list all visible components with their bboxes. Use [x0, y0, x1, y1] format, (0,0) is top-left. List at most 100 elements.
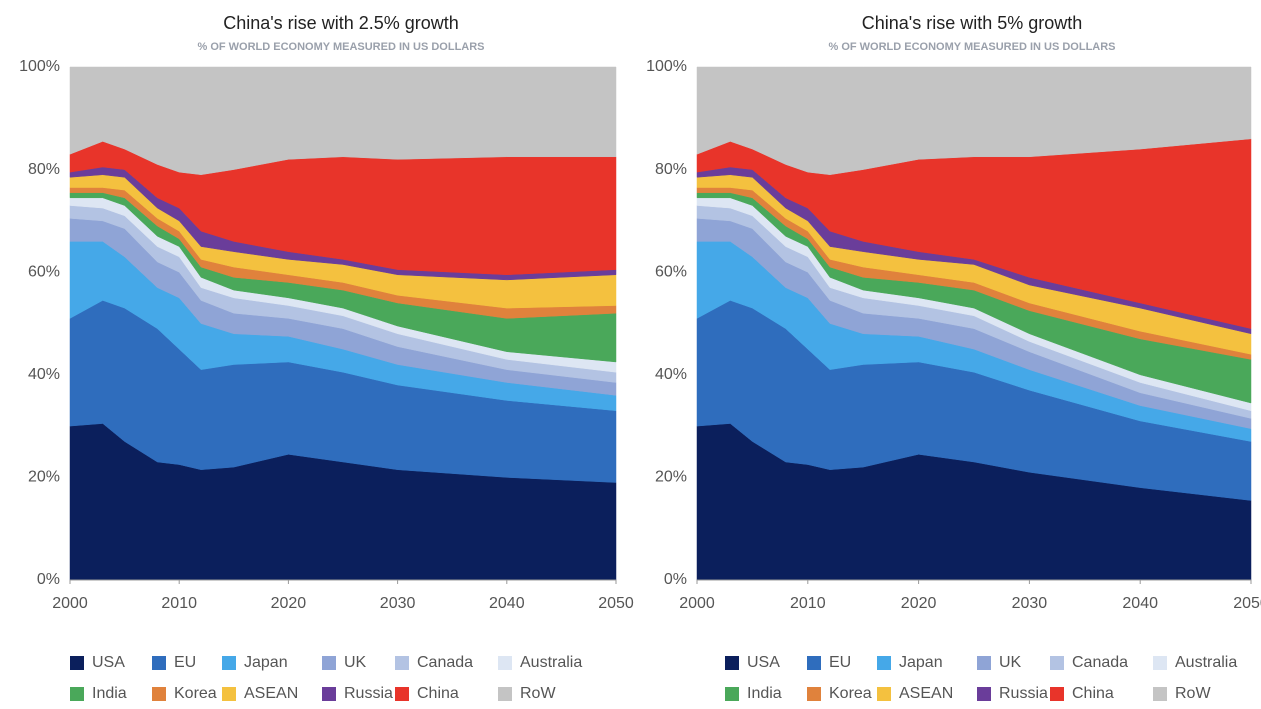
- chart: China's rise with 2.5% growth % OF WORLD …: [19, 13, 634, 702]
- chart-subtitle: % OF WORLD ECONOMY MEASURED IN US DOLLAR…: [197, 41, 484, 53]
- legend-swatch: [977, 656, 991, 670]
- legend-item: Japan: [877, 654, 943, 671]
- area: [696, 66, 1252, 175]
- legend-item: Australia: [498, 654, 582, 671]
- legend-label: Russia: [999, 685, 1048, 702]
- legend-item: China: [395, 685, 459, 702]
- legend-item: EU: [152, 654, 196, 671]
- y-tick-label: 80%: [28, 161, 60, 178]
- legend-item: RoW: [1153, 685, 1211, 702]
- y-tick-label: 60%: [655, 263, 687, 280]
- y-tick-label: 20%: [28, 469, 60, 486]
- legend-swatch: [725, 656, 739, 670]
- y-tick-label: 100%: [19, 58, 60, 75]
- legend-item: China: [1050, 685, 1114, 702]
- legend-item: USA: [725, 654, 780, 671]
- legend-swatch: [152, 656, 166, 670]
- y-tick-label: 80%: [655, 161, 687, 178]
- x-tick-label: 2040: [489, 595, 525, 612]
- legend-swatch: [1050, 687, 1064, 701]
- legend-item: ASEAN: [222, 685, 298, 702]
- legend-item: Russia: [977, 685, 1048, 702]
- legend-swatch: [877, 687, 891, 701]
- legend-swatch: [807, 656, 821, 670]
- legend-label: Canada: [417, 654, 473, 671]
- legend-label: Australia: [1175, 654, 1237, 671]
- legend-item: UK: [322, 654, 367, 671]
- legend-item: EU: [807, 654, 851, 671]
- legend-swatch: [152, 687, 166, 701]
- legend-item: Australia: [1153, 654, 1237, 671]
- legend-swatch: [222, 687, 236, 701]
- legend-label: Japan: [244, 654, 288, 671]
- legend-item: Canada: [395, 654, 473, 671]
- y-tick-label: 0%: [664, 571, 687, 588]
- y-tick-label: 40%: [655, 366, 687, 383]
- legend-swatch: [725, 687, 739, 701]
- y-tick-label: 40%: [28, 366, 60, 383]
- legend-item: India: [70, 685, 127, 702]
- chart-title: China's rise with 2.5% growth: [223, 13, 459, 33]
- legend-swatch: [807, 687, 821, 701]
- legend-item: Korea: [152, 685, 217, 702]
- y-tick-label: 60%: [28, 263, 60, 280]
- legend-item: RoW: [498, 685, 556, 702]
- y-tick-label: 20%: [655, 469, 687, 486]
- x-tick-label: 2000: [52, 595, 88, 612]
- legend-item: ASEAN: [877, 685, 953, 702]
- legend-label: RoW: [1175, 685, 1211, 702]
- x-tick-label: 2050: [1233, 595, 1261, 612]
- legend-swatch: [222, 656, 236, 670]
- legend-label: USA: [747, 654, 780, 671]
- legend-item: Japan: [222, 654, 288, 671]
- legend-label: China: [1072, 685, 1114, 702]
- chart-title: China's rise with 5% growth: [862, 13, 1083, 33]
- y-tick-label: 0%: [37, 571, 60, 588]
- legend-label: USA: [92, 654, 125, 671]
- legend-item: UK: [977, 654, 1022, 671]
- legend-label: EU: [829, 654, 851, 671]
- legend-label: India: [747, 685, 782, 702]
- legend-swatch: [70, 687, 84, 701]
- x-tick-label: 2050: [598, 595, 634, 612]
- legend-swatch: [1153, 687, 1167, 701]
- x-tick-label: 2040: [1122, 595, 1158, 612]
- area: [69, 66, 617, 175]
- legend-swatch: [877, 656, 891, 670]
- x-tick-label: 2030: [1012, 595, 1048, 612]
- legend-item: India: [725, 685, 782, 702]
- legend-swatch: [498, 687, 512, 701]
- x-tick-label: 2000: [679, 595, 715, 612]
- legend-label: RoW: [520, 685, 556, 702]
- x-tick-label: 2020: [271, 595, 307, 612]
- legend-item: Canada: [1050, 654, 1128, 671]
- legend-label: Russia: [344, 685, 393, 702]
- legend-item: Korea: [807, 685, 872, 702]
- legend-label: UK: [344, 654, 367, 671]
- x-tick-label: 2020: [901, 595, 937, 612]
- legend-swatch: [395, 687, 409, 701]
- legend-label: Australia: [520, 654, 582, 671]
- legend-swatch: [70, 656, 84, 670]
- x-tick-label: 2030: [380, 595, 416, 612]
- legend-label: ASEAN: [244, 685, 298, 702]
- legend-label: Canada: [1072, 654, 1128, 671]
- legend-item: USA: [70, 654, 125, 671]
- legend-label: Korea: [829, 685, 872, 702]
- legend-label: China: [417, 685, 459, 702]
- legend-swatch: [498, 656, 512, 670]
- legend-swatch: [977, 687, 991, 701]
- y-tick-label: 100%: [646, 58, 687, 75]
- chart: China's rise with 5% growth % OF WORLD EC…: [646, 13, 1261, 702]
- legend-swatch: [1050, 656, 1064, 670]
- legend-label: Japan: [899, 654, 943, 671]
- x-tick-label: 2010: [161, 595, 197, 612]
- legend-swatch: [322, 687, 336, 701]
- x-tick-label: 2010: [790, 595, 826, 612]
- chart-subtitle: % OF WORLD ECONOMY MEASURED IN US DOLLAR…: [828, 41, 1115, 53]
- legend-swatch: [395, 656, 409, 670]
- legend-label: EU: [174, 654, 196, 671]
- legend-label: India: [92, 685, 127, 702]
